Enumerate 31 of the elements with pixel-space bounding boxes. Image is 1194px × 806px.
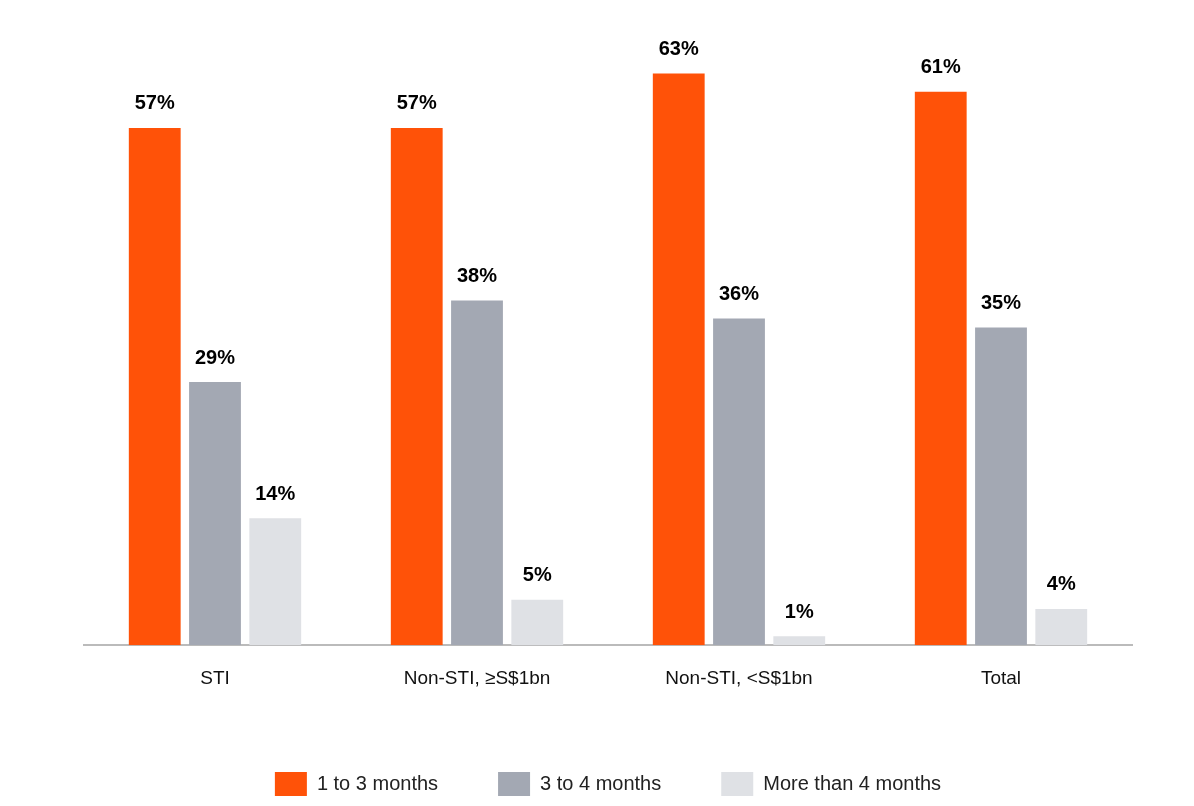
bar bbox=[451, 300, 503, 646]
legend-label: 3 to 4 months bbox=[540, 771, 662, 794]
bar bbox=[713, 318, 765, 646]
data-label: 1% bbox=[784, 599, 814, 622]
bar bbox=[189, 382, 241, 646]
bar bbox=[128, 127, 181, 646]
bar bbox=[652, 73, 705, 646]
x-tick-label: STI bbox=[200, 666, 230, 688]
data-label: 29% bbox=[194, 345, 236, 368]
data-label: 4% bbox=[1046, 572, 1076, 595]
x-tick-label: Non-STI, ≥S$1bn bbox=[403, 666, 551, 688]
x-tick-label: Total bbox=[980, 666, 1022, 688]
bar bbox=[390, 127, 443, 646]
data-label: 61% bbox=[920, 55, 961, 78]
x-tick-label: Non-STI, <S$1bn bbox=[665, 666, 813, 688]
data-label: 63% bbox=[658, 37, 699, 60]
legend-label: More than 4 months bbox=[763, 771, 942, 794]
bar bbox=[249, 518, 302, 646]
legend-label: 1 to 3 months bbox=[316, 771, 439, 794]
data-label: 5% bbox=[522, 563, 552, 586]
bar bbox=[914, 91, 967, 646]
bar bbox=[511, 599, 564, 646]
bar bbox=[773, 636, 826, 646]
data-label: 57% bbox=[396, 91, 437, 114]
bar bbox=[975, 327, 1027, 646]
bar bbox=[1035, 608, 1088, 646]
data-label: 38% bbox=[456, 263, 498, 286]
data-label: 35% bbox=[980, 291, 1022, 314]
data-label: 14% bbox=[255, 481, 296, 504]
data-label: 57% bbox=[134, 91, 175, 114]
data-label: 36% bbox=[718, 282, 760, 305]
